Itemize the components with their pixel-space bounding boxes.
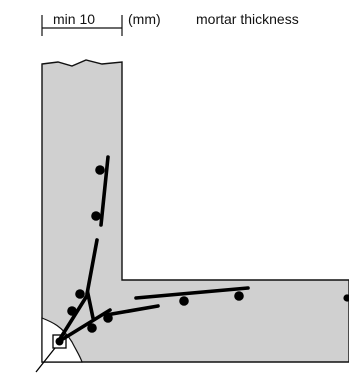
unit-label: (mm) <box>128 11 161 27</box>
rebar-dot <box>91 211 101 221</box>
rebar-dots <box>67 165 349 333</box>
rebar-dot <box>67 306 77 316</box>
horizontal-rebar-upper <box>134 286 250 300</box>
corner-bar-dot <box>55 337 64 346</box>
concrete-section <box>41 59 349 363</box>
rebar-dot <box>343 294 349 302</box>
rebar-dot <box>234 291 244 301</box>
corner-bar-outline <box>52 334 67 349</box>
horizontal-rebar-lower <box>104 304 160 317</box>
rebar-dot <box>87 323 97 333</box>
vertical-rebar-upper <box>99 155 110 227</box>
rebar-dot <box>103 313 113 323</box>
dimension-label: min 10 <box>53 11 95 27</box>
dimension-indicator <box>41 15 123 36</box>
vertical-rebar-lower <box>85 238 99 296</box>
rebar-dot <box>75 289 85 299</box>
rebar-lines <box>56 155 250 344</box>
mortar-thickness-label: mortar thickness <box>196 11 299 27</box>
corner-rebar-right <box>56 308 112 344</box>
corner-rebar-left <box>56 289 95 344</box>
rebar-dot <box>95 165 105 175</box>
leader-line <box>35 347 56 373</box>
rebar-dot <box>179 296 189 306</box>
